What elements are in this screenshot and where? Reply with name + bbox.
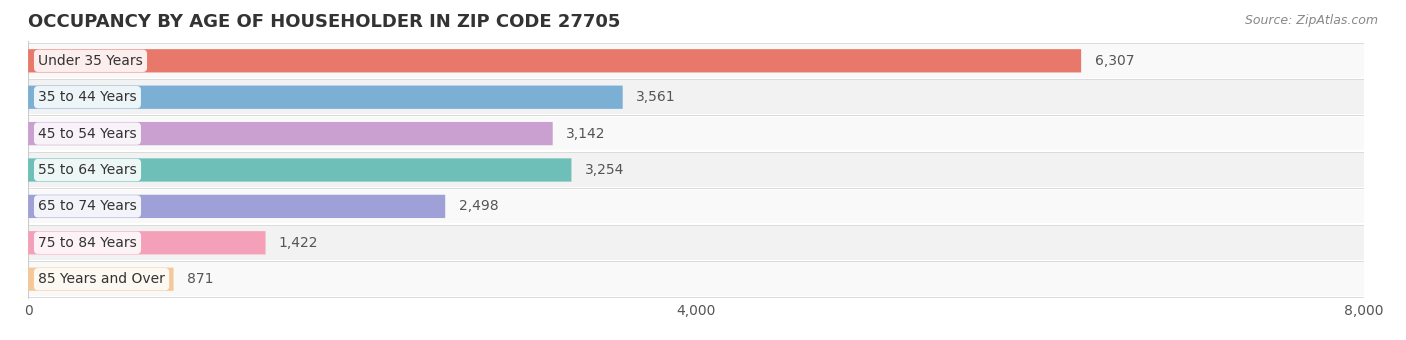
- Text: 871: 871: [187, 272, 214, 286]
- FancyBboxPatch shape: [28, 195, 446, 218]
- Text: 6,307: 6,307: [1094, 54, 1135, 68]
- Bar: [28, 262, 1364, 296]
- Text: OCCUPANCY BY AGE OF HOUSEHOLDER IN ZIP CODE 27705: OCCUPANCY BY AGE OF HOUSEHOLDER IN ZIP C…: [28, 13, 620, 31]
- Text: 35 to 44 Years: 35 to 44 Years: [38, 90, 136, 104]
- Text: 55 to 64 Years: 55 to 64 Years: [38, 163, 136, 177]
- Text: Under 35 Years: Under 35 Years: [38, 54, 143, 68]
- Bar: [28, 190, 1364, 223]
- Text: 3,254: 3,254: [585, 163, 624, 177]
- Bar: [28, 117, 1364, 150]
- Bar: [28, 81, 1364, 114]
- Text: 45 to 54 Years: 45 to 54 Years: [38, 126, 136, 141]
- Text: 1,422: 1,422: [278, 236, 318, 250]
- FancyBboxPatch shape: [28, 86, 623, 109]
- Bar: [28, 44, 1364, 78]
- Text: 2,498: 2,498: [458, 199, 498, 214]
- Text: 65 to 74 Years: 65 to 74 Years: [38, 199, 136, 214]
- FancyBboxPatch shape: [28, 158, 571, 182]
- FancyBboxPatch shape: [28, 122, 553, 145]
- Bar: [28, 226, 1364, 259]
- FancyBboxPatch shape: [28, 49, 1081, 72]
- Text: 3,561: 3,561: [636, 90, 676, 104]
- FancyBboxPatch shape: [28, 268, 173, 291]
- Text: Source: ZipAtlas.com: Source: ZipAtlas.com: [1244, 14, 1378, 27]
- FancyBboxPatch shape: [28, 231, 266, 254]
- Text: 85 Years and Over: 85 Years and Over: [38, 272, 165, 286]
- Text: 3,142: 3,142: [567, 126, 606, 141]
- Bar: [28, 153, 1364, 187]
- Text: 75 to 84 Years: 75 to 84 Years: [38, 236, 136, 250]
